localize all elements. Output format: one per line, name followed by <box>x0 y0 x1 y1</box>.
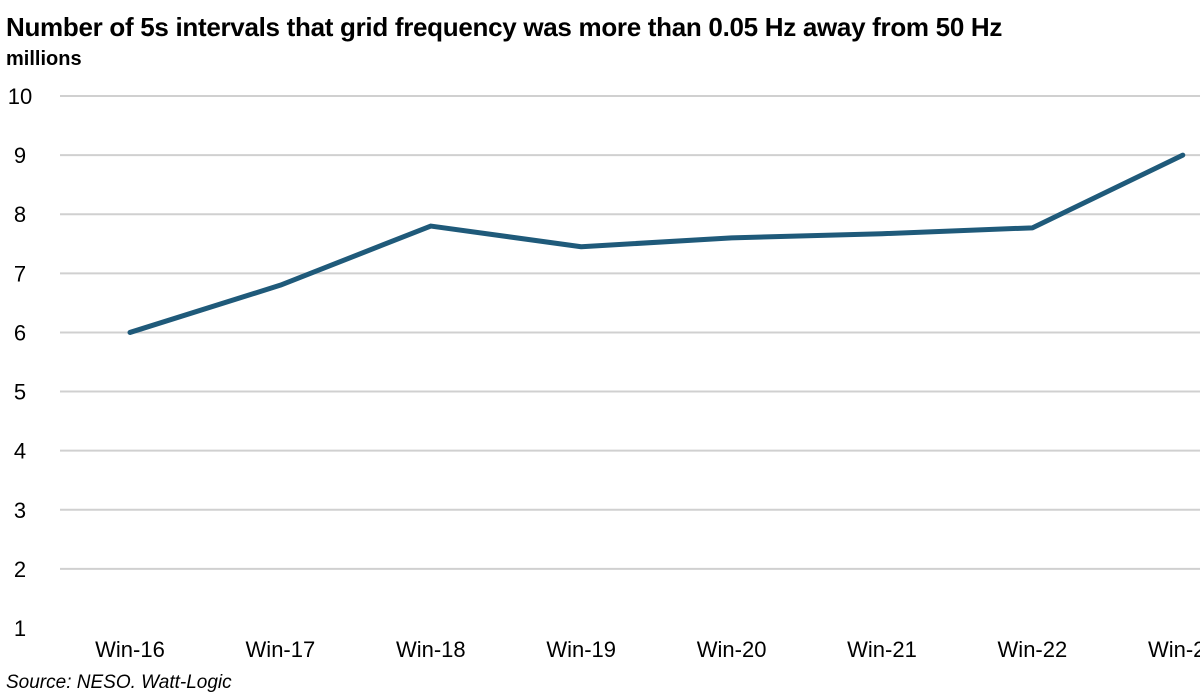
y-tick-label: 1 <box>14 616 26 641</box>
x-tick-label: Win-21 <box>847 637 917 662</box>
y-tick-label: 5 <box>14 380 26 405</box>
y-tick-label: 10 <box>8 84 32 109</box>
y-tick-label: 4 <box>14 439 26 464</box>
source-note: Source: NESO. Watt-Logic <box>6 672 232 693</box>
y-tick-label: 3 <box>14 498 26 523</box>
y-tick-label: 9 <box>14 143 26 168</box>
x-tick-label: Win-23 <box>1148 637 1200 662</box>
chart-subtitle-units: millions <box>6 48 82 70</box>
y-tick-label: 7 <box>14 261 26 286</box>
x-tick-label: Win-17 <box>246 637 316 662</box>
x-tick-label: Win-22 <box>998 637 1068 662</box>
x-tick-label: Win-18 <box>396 637 466 662</box>
series-line <box>127 152 1186 335</box>
x-tick-label: Win-20 <box>697 637 767 662</box>
x-tick-label: Win-19 <box>546 637 616 662</box>
x-tick-label: Win-16 <box>95 637 165 662</box>
y-tick-label: 8 <box>14 202 26 227</box>
y-tick-label: 2 <box>14 557 26 582</box>
chart-title: Number of 5s intervals that grid frequen… <box>6 12 1003 42</box>
y-tick-label: 6 <box>14 320 26 345</box>
